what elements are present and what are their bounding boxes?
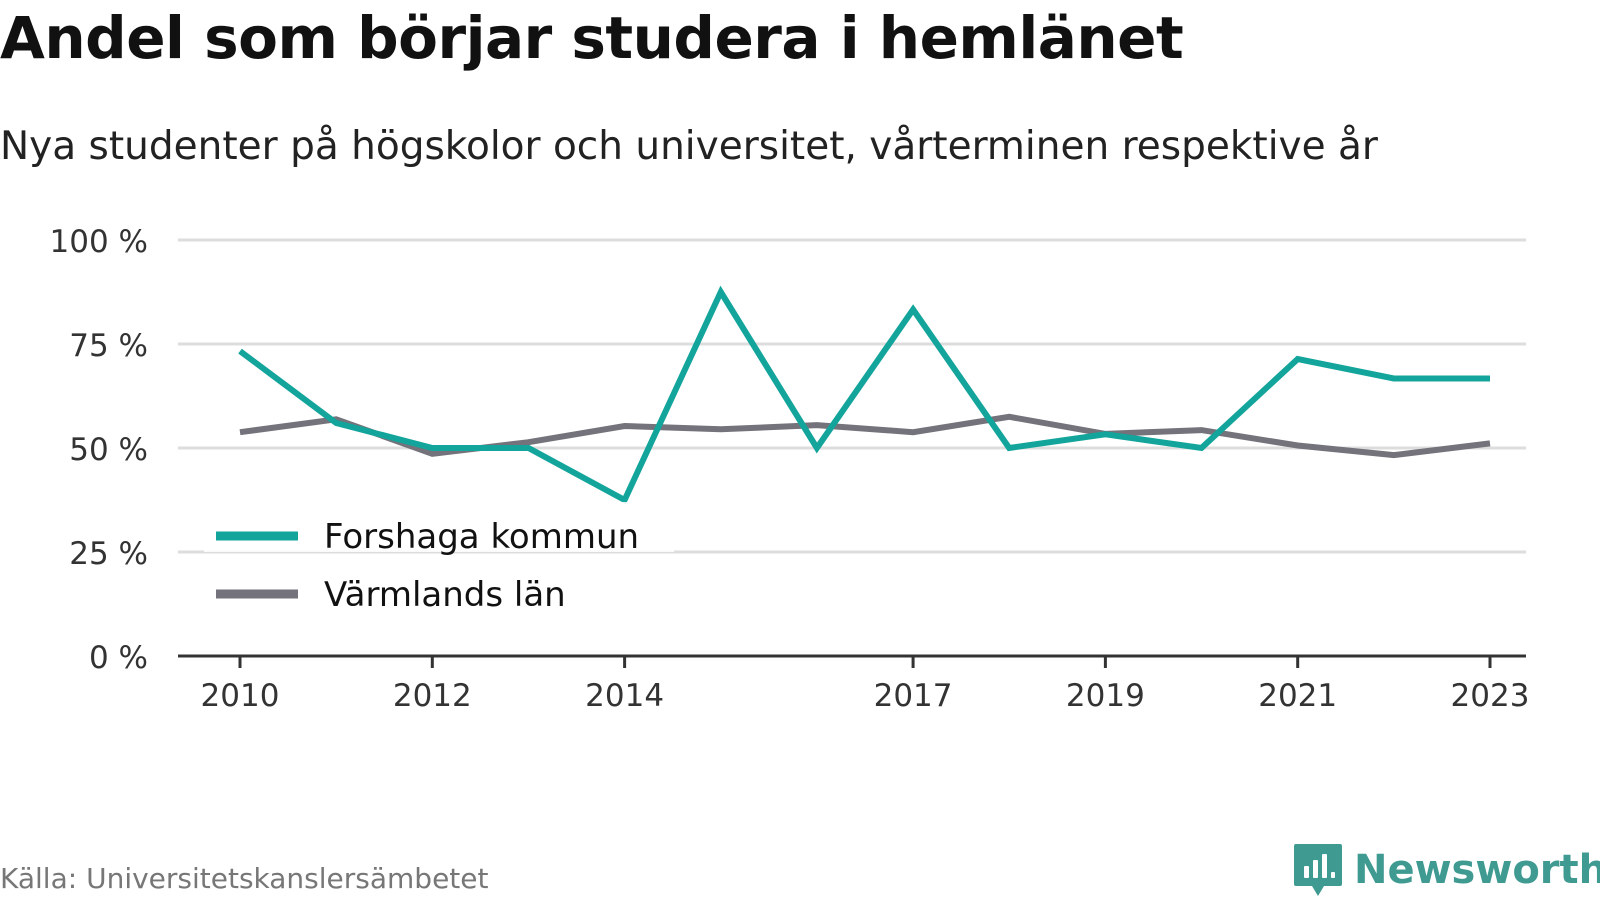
x-tick-label: 2010	[201, 678, 280, 714]
brand-name: Newsworthy	[1354, 847, 1600, 893]
series-line-varmland	[239, 413, 1491, 459]
y-tick-label: 75 %	[69, 328, 148, 364]
y-tick-label: 50 %	[69, 432, 148, 468]
legend-label: Värmlands län	[324, 575, 566, 615]
x-tick-label: 2021	[1258, 678, 1337, 714]
newsworthy-logo-icon	[1294, 844, 1342, 896]
x-axis: 2010 2012 2014 2017 2019 2021 2023	[178, 654, 1530, 714]
x-tick-label: 2014	[585, 678, 664, 714]
legend: Forshaga kommun Värmlands län	[204, 502, 674, 615]
y-tick-label: 25 %	[69, 536, 148, 572]
series-lines	[238, 285, 1491, 505]
x-tick-label: 2023	[1451, 678, 1530, 714]
x-tick-label: 2017	[874, 678, 953, 714]
y-axis-labels: 0 % 25 % 50 % 75 % 100 %	[50, 224, 148, 676]
chart-subtitle: Nya studenter på högskolor och universit…	[0, 124, 1378, 169]
series-line-forshaga	[238, 285, 1490, 505]
chart-title: Andel som börjar studera i hemlänet	[0, 4, 1184, 72]
brand-logo: Newsworthy	[1292, 842, 1600, 898]
line-chart: 0 %25 %50 %75 %100 % 2010 2012 2014 2017 201…	[50, 224, 1530, 714]
x-tick-label: 2012	[393, 678, 472, 714]
y-tick-label: 0 %	[89, 640, 148, 676]
x-tick-label: 2019	[1066, 678, 1145, 714]
source-note: Källa: Universitetskanslersämbetet	[0, 862, 489, 895]
legend-background	[204, 502, 674, 552]
legend-label: Forshaga kommun	[324, 517, 639, 557]
y-tick-label: 100 %	[50, 224, 148, 260]
